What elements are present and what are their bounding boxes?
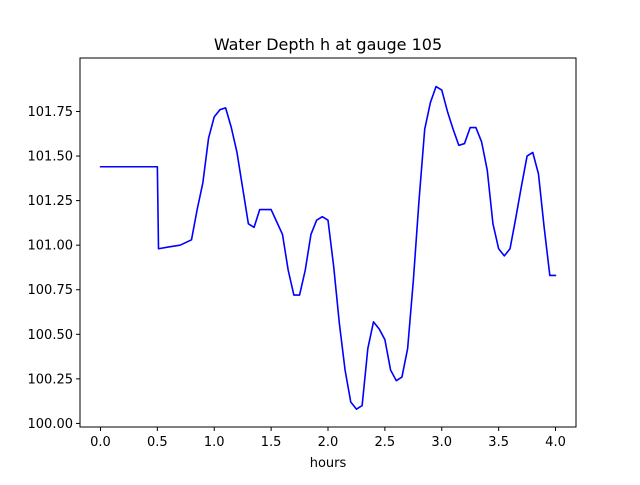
x-tick-label: 3.5 [488, 435, 509, 450]
series-line-0 [99, 85, 557, 410]
x-axis: 0.0 0.5 1.0 1.5 2.0 2.5 3.0 3.5 4.0 [90, 427, 566, 450]
y-tick-label: 100.25 [28, 372, 74, 387]
y-tick-label: 101.75 [28, 105, 74, 120]
y-tick-label: 101.25 [28, 194, 74, 209]
y-tick-label: 100.75 [28, 283, 74, 298]
y-axis: 100.00 100.25 100.50 100.75 101.00 101.25 101.… [28, 105, 80, 432]
x-tick-label: 2.5 [375, 435, 396, 450]
y-tick-label: 101.00 [28, 239, 74, 254]
x-tick-label: 0.5 [147, 435, 168, 450]
y-tick-label: 100.00 [28, 417, 74, 432]
x-tick-label: 4.0 [545, 435, 566, 450]
x-tick-label: 2.0 [318, 435, 339, 450]
x-tick-label: 3.0 [431, 435, 452, 450]
chart-title: Water Depth h at gauge 105 [214, 35, 442, 54]
x-tick-label: 0.0 [90, 435, 111, 450]
y-tick-label: 100.50 [28, 328, 74, 343]
x-axis-label: hours [310, 456, 347, 471]
x-tick-label: 1.0 [204, 435, 225, 450]
y-tick-label: 101.50 [28, 150, 74, 165]
x-tick-label: 1.5 [261, 435, 282, 450]
